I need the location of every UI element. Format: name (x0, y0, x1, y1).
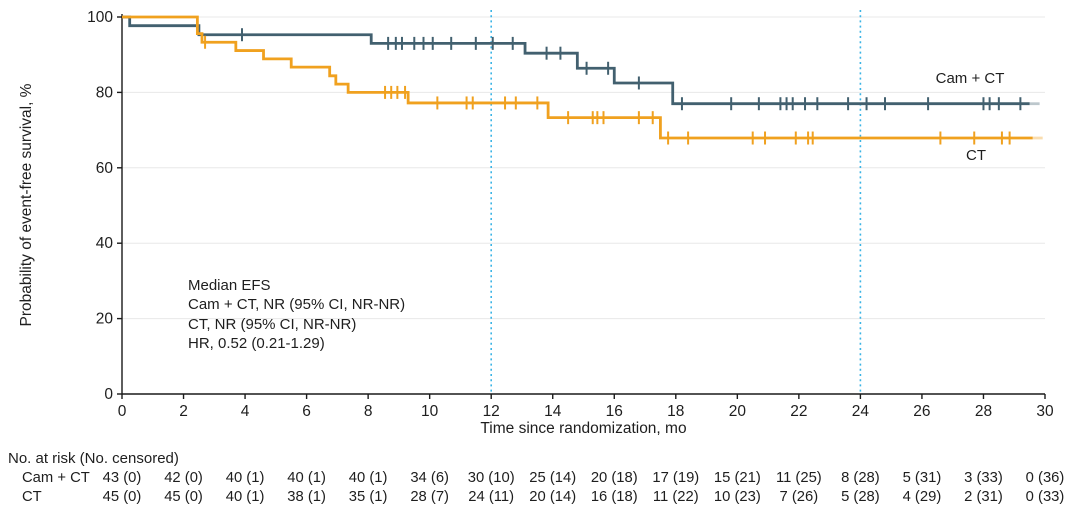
risk-cell-cam-ct: 3 (33) (964, 470, 1003, 486)
x-tick-label: 14 (544, 403, 562, 420)
curve-label-cam-ct: Cam + CT (935, 70, 1005, 87)
x-tick-label: 16 (606, 403, 623, 420)
x-tick-label: 10 (421, 403, 439, 420)
risk-cell-cam-ct: 34 (6) (410, 470, 449, 486)
risk-cell-ct: 24 (11) (468, 489, 515, 505)
annotation-median-efs: Median EFS Cam + CT, NR (95% CI, NR-NR) … (188, 276, 405, 353)
risk-cell-ct: 45 (0) (164, 489, 203, 505)
risk-cell-cam-ct: 5 (31) (902, 470, 942, 486)
risk-cell-ct: 28 (7) (410, 489, 449, 505)
x-tick-label: 12 (483, 403, 500, 420)
annotation-line-title: Median EFS (188, 277, 271, 294)
y-tick-label: 100 (87, 9, 113, 26)
survival-curve-ct (122, 15, 1033, 140)
x-tick-label: 22 (790, 403, 807, 420)
x-tick-label: 24 (852, 403, 870, 420)
risk-cell-ct: 10 (23) (713, 489, 761, 505)
risk-cell-ct: 5 (28) (841, 489, 880, 505)
curve-label-ct: CT (966, 147, 986, 164)
annotation-line-cam-ct: Cam + CT, NR (95% CI, NR-NR) (188, 296, 406, 314)
risk-cell-ct: 4 (29) (902, 489, 942, 505)
risk-cell-cam-ct: 20 (18) (590, 470, 638, 486)
y-tick-label: 40 (96, 235, 114, 252)
y-tick-label: 20 (96, 311, 114, 328)
y-axis-title: Probability of event-free survival, % (18, 83, 35, 327)
risk-cell-ct: 11 (22) (652, 489, 699, 505)
x-tick-label: 20 (729, 403, 747, 420)
risk-cell-cam-ct: 40 (1) (225, 470, 265, 486)
y-tick-label: 80 (96, 84, 114, 101)
risk-cell-ct: 40 (1) (225, 489, 265, 505)
annotation-line-ct: CT, NR (95% CI, NR-NR) (188, 315, 357, 333)
risk-table-header: No. at risk (No. censored) (8, 450, 179, 467)
risk-cell-ct: 38 (1) (287, 489, 326, 505)
risk-cell-cam-ct: 17 (19) (652, 470, 700, 486)
y-tick-label: 0 (104, 386, 113, 403)
risk-cell-cam-ct: 40 (1) (348, 470, 388, 486)
risk-row-label-cam-ct: Cam + CT (22, 470, 90, 486)
risk-cell-cam-ct: 11 (25) (775, 470, 822, 486)
risk-cell-cam-ct: 0 (36) (1025, 470, 1065, 486)
risk-cell-cam-ct: 25 (14) (529, 470, 577, 486)
x-tick-label: 6 (302, 403, 311, 420)
risk-cell-ct: 2 (31) (964, 489, 1003, 505)
annotation-line-hr: HR, 0.52 (0.21-1.29) (188, 334, 325, 352)
risk-cell-cam-ct: 40 (1) (287, 470, 326, 486)
risk-cell-ct: 16 (18) (590, 489, 638, 505)
x-tick-label: 2 (179, 403, 188, 420)
risk-cell-ct: 35 (1) (348, 489, 388, 505)
x-tick-label: 28 (975, 403, 992, 420)
risk-cell-cam-ct: 15 (21) (713, 470, 761, 486)
survival-curve-cam-ct (122, 15, 1030, 106)
x-tick-label: 30 (1036, 403, 1054, 420)
risk-cell-ct: 45 (0) (102, 489, 142, 505)
risk-cell-cam-ct: 30 (10) (467, 470, 515, 486)
y-tick-label: 60 (96, 160, 114, 177)
risk-cell-cam-ct: 42 (0) (164, 470, 203, 486)
x-tick-label: 0 (118, 403, 127, 420)
risk-row-label-ct: CT (22, 489, 42, 505)
risk-cell-ct: 20 (14) (529, 489, 577, 505)
risk-cell-ct: 0 (33) (1025, 489, 1065, 505)
x-tick-label: 18 (667, 403, 684, 420)
x-tick-label: 4 (241, 403, 250, 420)
x-tick-label: 8 (364, 403, 373, 420)
risk-cell-ct: 7 (26) (779, 489, 819, 505)
x-tick-label: 26 (913, 403, 930, 420)
risk-cell-cam-ct: 8 (28) (841, 470, 880, 486)
x-axis-title: Time since randomization, mo (480, 420, 687, 437)
risk-cell-cam-ct: 43 (0) (102, 470, 142, 486)
